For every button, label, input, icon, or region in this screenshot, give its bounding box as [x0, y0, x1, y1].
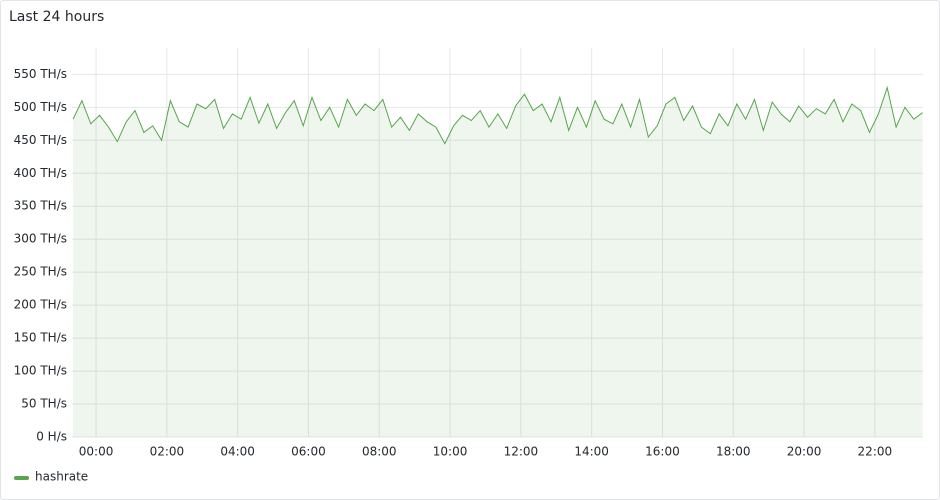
- y-tick-label: 400 TH/s: [14, 166, 67, 180]
- chart-title: Last 24 hours: [9, 9, 104, 25]
- y-tick-label: 350 TH/s: [14, 199, 67, 213]
- x-tick-label: 02:00: [150, 445, 185, 459]
- y-tick-label: 300 TH/s: [14, 232, 67, 246]
- x-tick-label: 08:00: [362, 445, 397, 459]
- x-tick-label: 16:00: [645, 445, 680, 459]
- line: [72, 85, 923, 145]
- y-tick-label: 500 TH/s: [14, 100, 67, 114]
- y-tick-label: 150 TH/s: [14, 331, 67, 345]
- y-tick-label: 250 TH/s: [14, 265, 67, 279]
- x-tick-label: 22:00: [858, 445, 893, 459]
- x-tick-label: 00:00: [79, 445, 114, 459]
- legend-label: hashrate: [35, 470, 88, 484]
- y-tick-label: 50 TH/s: [21, 397, 67, 411]
- y-tick-label: 450 TH/s: [14, 133, 67, 147]
- x-tick-label: 12:00: [504, 445, 539, 459]
- y-tick-label: 200 TH/s: [14, 298, 67, 312]
- x-tick-label: 04:00: [220, 445, 255, 459]
- y-tick-label: 550 TH/s: [14, 67, 67, 81]
- x-tick-label: 18:00: [716, 445, 751, 459]
- x-tick-label: 10:00: [433, 445, 468, 459]
- y-tick-label: 0 H/s: [36, 430, 67, 444]
- y-tick-label: 100 TH/s: [14, 364, 67, 378]
- x-tick-label: 14:00: [574, 445, 609, 459]
- x-tick-label: 06:00: [291, 445, 326, 459]
- x-tick-label: 20:00: [787, 445, 822, 459]
- area-fill: [73, 87, 923, 437]
